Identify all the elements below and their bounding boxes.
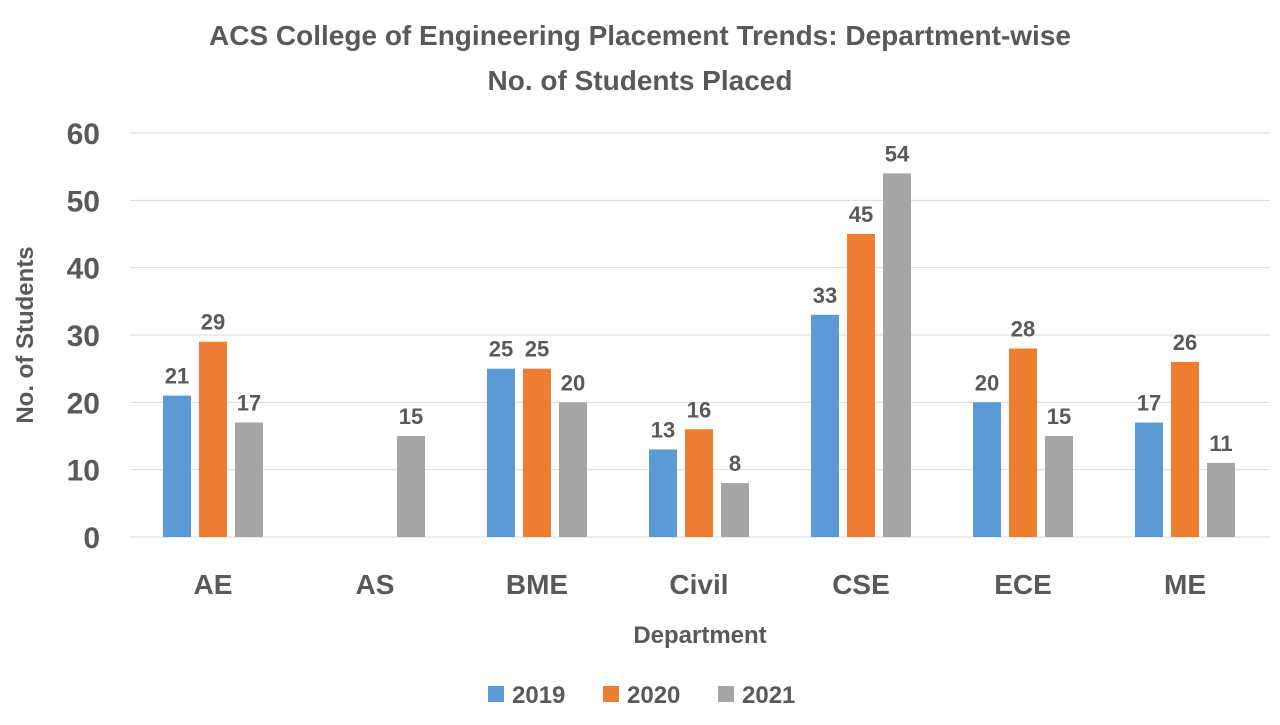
data-label: 15 bbox=[399, 404, 423, 429]
bar-2021-BME bbox=[559, 402, 587, 537]
x-tick-label: CSE bbox=[832, 569, 890, 600]
y-tick-label: 30 bbox=[67, 320, 100, 353]
legend-swatch-2020 bbox=[603, 686, 619, 702]
legend-label: 2019 bbox=[512, 682, 565, 709]
data-label: 45 bbox=[849, 202, 873, 227]
data-label: 13 bbox=[651, 417, 675, 442]
legend-label: 2020 bbox=[627, 682, 680, 709]
data-label: 17 bbox=[1137, 391, 1161, 416]
chart-subtitle: No. of Students Placed bbox=[488, 65, 793, 96]
bar-2019-ECE bbox=[973, 402, 1001, 537]
x-tick-label: AE bbox=[194, 569, 233, 600]
bar-2021-AS bbox=[397, 436, 425, 537]
data-label: 17 bbox=[237, 391, 261, 416]
bar-2021-ECE bbox=[1045, 436, 1073, 537]
bar-2019-CSE bbox=[811, 314, 839, 537]
data-label: 54 bbox=[885, 141, 910, 166]
bar-2020-ECE bbox=[1009, 348, 1037, 537]
chart-title: ACS College of Engineering Placement Tre… bbox=[209, 20, 1071, 51]
data-label: 25 bbox=[525, 337, 549, 362]
legend-label: 2021 bbox=[742, 682, 795, 709]
bar-2019-ME bbox=[1135, 422, 1163, 537]
gridlines bbox=[130, 132, 1270, 538]
data-label: 33 bbox=[813, 283, 837, 308]
data-label: 8 bbox=[729, 451, 741, 476]
y-tick-label: 0 bbox=[83, 522, 100, 555]
data-label: 26 bbox=[1173, 330, 1197, 355]
bar-2020-BME bbox=[523, 368, 551, 537]
x-tick-label: Civil bbox=[669, 569, 728, 600]
data-labels: 21 29 17 15 25 25 20 13 16 8 33 45 54 20 28 15 17 26 11 bbox=[165, 141, 1233, 476]
legend: 2019 2020 2021 bbox=[488, 682, 795, 709]
x-axis-ticks: AE AS BME Civil CSE ECE ME bbox=[194, 569, 1206, 600]
bar-2021-ME bbox=[1207, 462, 1235, 537]
data-label: 28 bbox=[1011, 316, 1035, 341]
x-tick-label: AS bbox=[356, 569, 395, 600]
x-tick-label: BME bbox=[506, 569, 568, 600]
x-tick-label: ME bbox=[1164, 569, 1206, 600]
x-axis-label: Department bbox=[633, 622, 766, 649]
bar-2020-AE bbox=[199, 341, 227, 537]
bar-2021-CSE bbox=[883, 173, 911, 537]
data-label: 15 bbox=[1047, 404, 1071, 429]
x-tick-label: ECE bbox=[994, 569, 1052, 600]
data-label: 20 bbox=[975, 370, 999, 395]
data-label: 21 bbox=[165, 364, 189, 389]
bar-2020-ME bbox=[1171, 361, 1199, 537]
bar-2019-AE bbox=[163, 395, 191, 537]
legend-swatch-2021 bbox=[718, 686, 734, 702]
y-tick-label: 10 bbox=[67, 455, 100, 488]
y-tick-label: 20 bbox=[67, 387, 100, 420]
data-label: 29 bbox=[201, 310, 225, 335]
y-tick-label: 60 bbox=[67, 118, 100, 151]
data-label: 16 bbox=[687, 397, 711, 422]
y-axis-label: No. of Students bbox=[12, 246, 39, 423]
bar-2019-BME bbox=[487, 368, 515, 537]
bar-2020-CSE bbox=[847, 234, 875, 537]
y-tick-label: 50 bbox=[67, 185, 100, 218]
legend-swatch-2019 bbox=[488, 686, 504, 702]
bar-2021-AE bbox=[235, 422, 263, 537]
bar-2020-Civil bbox=[685, 429, 713, 537]
bars bbox=[163, 173, 1235, 537]
y-tick-label: 40 bbox=[67, 253, 100, 286]
bar-2019-Civil bbox=[649, 449, 677, 537]
bar-2021-Civil bbox=[721, 483, 749, 537]
data-label: 25 bbox=[489, 337, 513, 362]
data-label: 20 bbox=[561, 370, 585, 395]
data-label: 11 bbox=[1209, 431, 1232, 456]
y-axis-ticks: 0 10 20 30 40 50 60 bbox=[67, 118, 100, 555]
